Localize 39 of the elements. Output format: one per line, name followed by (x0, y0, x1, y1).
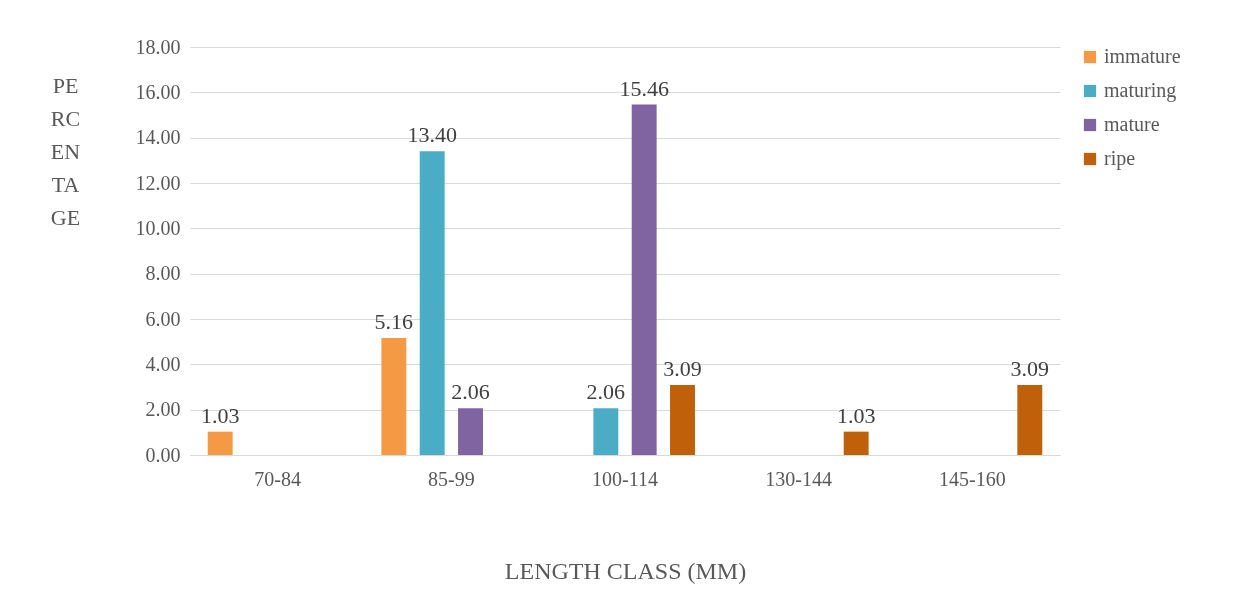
y-tick-label: 6.00 (145, 307, 181, 330)
legend-label: ripe (1104, 147, 1136, 170)
x-axis-title: LENGTH CLASS (MM) (504, 557, 747, 584)
bar (1017, 384, 1043, 455)
x-tick-label: 130-144 (765, 467, 832, 490)
y-tick-label: 4.00 (145, 352, 181, 375)
bar (670, 384, 695, 455)
x-tick-label: 85-99 (428, 467, 475, 490)
x-tick-label: 100-114 (592, 467, 658, 490)
data-label: 2.06 (586, 379, 626, 405)
y-tick-label: 14.00 (135, 126, 181, 149)
bar (207, 431, 233, 455)
y-tick-label: 18.00 (135, 35, 181, 58)
data-label: 3.09 (663, 355, 702, 381)
data-label: 3.09 (1010, 355, 1050, 381)
y-tick-label: 16.00 (135, 80, 181, 103)
y-tick-label: 8.00 (145, 262, 181, 285)
y-tick-label: 12.00 (135, 171, 181, 194)
y-tick-label: 10.00 (135, 216, 181, 239)
y-tick-label: 2.00 (145, 398, 181, 421)
bar (419, 151, 445, 455)
bar (631, 104, 657, 455)
data-label: 5.16 (374, 309, 414, 335)
data-label: 1.03 (836, 402, 876, 428)
bar (593, 408, 619, 455)
bar (843, 431, 869, 455)
y-axis-title: PERCENTAGE (50, 72, 81, 230)
x-tick-label: 70-84 (254, 467, 302, 490)
bar (381, 338, 407, 455)
legend-label: mature (1104, 113, 1160, 135)
data-label: 2.06 (451, 379, 490, 405)
bar (458, 408, 483, 455)
x-tick-label: 145-160 (938, 467, 1006, 490)
data-label: 15.46 (619, 75, 669, 101)
data-label: 1.03 (200, 402, 240, 428)
y-tick-label: 0.00 (145, 443, 181, 466)
legend-label: immature (1104, 45, 1181, 67)
legend-label: maturing (1104, 79, 1177, 102)
data-label: 13.40 (407, 122, 457, 148)
